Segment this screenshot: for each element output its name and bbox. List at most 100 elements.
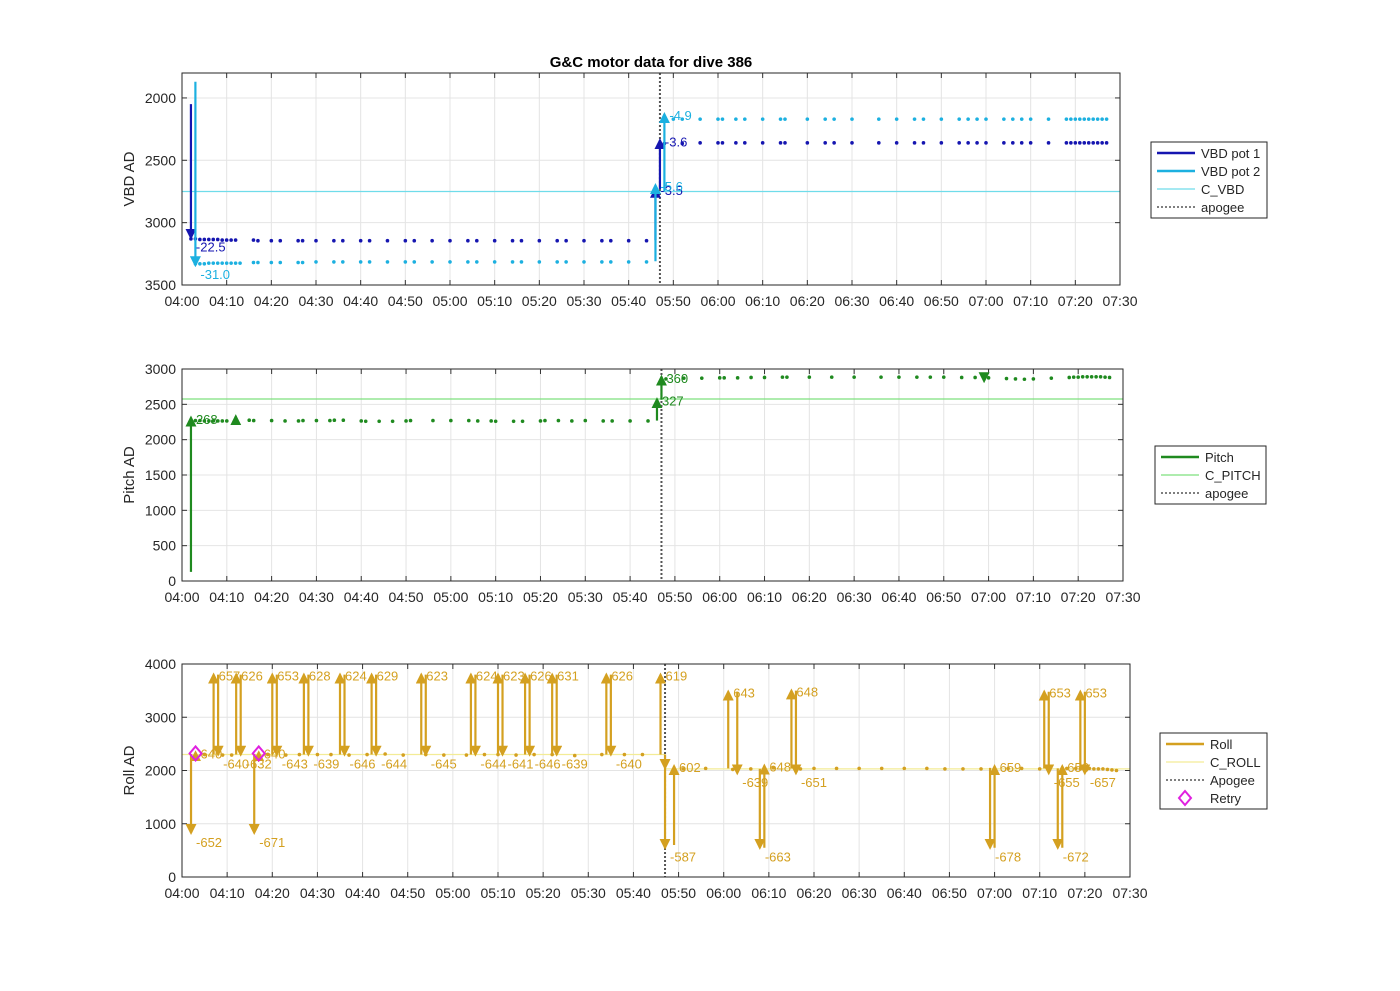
y-tick-label: 2500	[145, 396, 176, 412]
data-point	[1100, 141, 1104, 145]
data-point	[1107, 375, 1112, 380]
data-point	[510, 260, 515, 264]
data-point	[251, 418, 256, 423]
data-point	[823, 117, 827, 121]
x-tick-label: 05:10	[477, 293, 512, 309]
x-tick-label: 05:20	[526, 885, 561, 901]
move-label: 653	[1049, 686, 1071, 701]
legend-label: C_VBD	[1201, 182, 1244, 197]
data-point	[510, 238, 515, 243]
move-label: -678	[995, 850, 1021, 865]
x-tick-label: 04:20	[255, 885, 290, 901]
data-point	[493, 419, 498, 424]
move-label: -640	[223, 757, 249, 772]
x-tick-label: 06:20	[790, 293, 825, 309]
y-tick-label: 1500	[145, 467, 176, 483]
data-point	[798, 767, 803, 771]
data-point	[555, 238, 559, 243]
data-point	[1096, 767, 1101, 771]
x-tick-label: 05:30	[566, 293, 601, 309]
data-point	[1082, 141, 1087, 145]
x-tick-label: 04:10	[210, 885, 245, 901]
data-point	[902, 766, 907, 771]
data-point	[1100, 117, 1104, 121]
x-tick-label: 06:10	[745, 293, 780, 309]
data-point	[301, 418, 305, 423]
move-label: 628	[309, 669, 331, 684]
data-point	[1092, 767, 1096, 771]
data-point	[365, 752, 369, 757]
data-point	[680, 117, 685, 121]
data-point	[622, 752, 627, 757]
data-point	[879, 766, 884, 771]
data-point	[572, 753, 577, 758]
x-tick-label: 04:50	[388, 293, 423, 309]
data-point	[1069, 117, 1073, 121]
legend-box	[1159, 732, 1268, 810]
x-tick-label: 04:10	[209, 589, 244, 605]
chart-title: G&C motor data for dive 386	[550, 54, 753, 71]
data-point	[403, 238, 408, 243]
legend-label: C_PITCH	[1205, 468, 1261, 483]
data-point	[1067, 375, 1072, 380]
data-point	[1013, 377, 1018, 381]
data-point	[1089, 374, 1094, 379]
data-point	[966, 117, 970, 121]
y-tick-label: 3000	[145, 215, 176, 231]
x-tick-label: 06:00	[702, 589, 737, 605]
data-point	[401, 753, 406, 757]
data-point	[202, 262, 207, 266]
data-point	[412, 260, 417, 264]
move-label: 327	[662, 393, 684, 408]
move-label: 626	[530, 669, 552, 684]
move-label: -641	[508, 757, 534, 772]
data-point	[543, 418, 547, 423]
y-tick-label: 3000	[145, 709, 176, 725]
legend-label: apogee	[1201, 200, 1244, 215]
data-point	[448, 260, 452, 264]
move-label: -644	[381, 757, 407, 772]
data-point	[771, 766, 776, 770]
data-point	[921, 117, 926, 121]
data-point	[626, 238, 631, 243]
move-label: 629	[377, 669, 399, 684]
data-point	[805, 117, 810, 121]
data-point	[807, 375, 812, 379]
data-point	[269, 238, 274, 243]
move-label: -632	[246, 757, 272, 772]
x-tick-label: 05:00	[433, 589, 468, 605]
data-point	[644, 238, 649, 243]
data-point	[957, 141, 961, 145]
move-label: -640	[616, 757, 642, 772]
data-point	[412, 238, 417, 243]
data-point	[1022, 377, 1027, 382]
data-point	[564, 260, 568, 264]
move-label: -3.5	[660, 183, 682, 198]
y-tick-label: 2500	[145, 152, 176, 168]
data-point	[785, 375, 789, 379]
data-point	[404, 419, 408, 423]
data-point	[640, 752, 645, 757]
data-point	[812, 766, 816, 771]
data-point	[367, 260, 372, 264]
data-point	[247, 418, 252, 423]
y-tick-label: 1000	[145, 816, 176, 832]
data-point	[601, 419, 606, 423]
data-point	[442, 753, 446, 757]
data-point	[269, 260, 274, 265]
move-label: 631	[557, 669, 579, 684]
data-point	[1011, 117, 1015, 121]
data-point	[519, 238, 524, 243]
axes-frame	[181, 663, 1131, 878]
data-point	[609, 260, 613, 264]
data-point	[229, 238, 233, 242]
data-point	[850, 117, 854, 121]
x-tick-label: 05:20	[522, 293, 557, 309]
data-point	[1103, 375, 1107, 379]
data-point	[780, 375, 785, 379]
data-point	[216, 419, 220, 423]
data-point	[644, 260, 649, 264]
data-point	[296, 260, 300, 265]
move-label: 268	[196, 412, 218, 427]
data-point	[215, 237, 220, 242]
